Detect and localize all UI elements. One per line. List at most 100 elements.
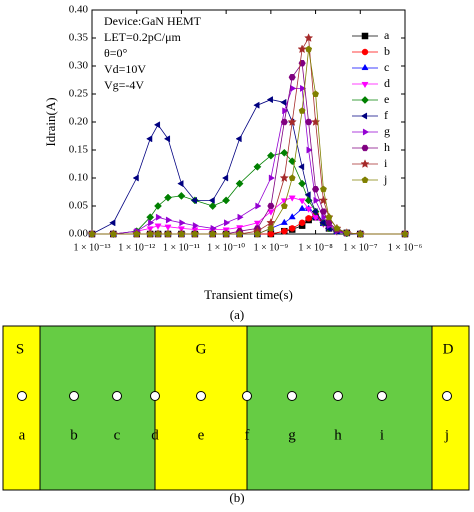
point-label: b: [70, 427, 78, 443]
x-tick-label: 1 × 10⁻⁷: [343, 242, 378, 253]
x-tick-label: 1 × 10⁻¹⁰: [207, 242, 245, 253]
y-tick-label: 0.35: [69, 32, 89, 44]
marker: [288, 157, 297, 166]
marker: [164, 193, 172, 202]
marker: [266, 96, 273, 104]
marker: [313, 196, 320, 204]
drift-region: [246, 325, 433, 491]
marker: [280, 118, 288, 126]
marker: [298, 107, 306, 114]
probe-point: [196, 391, 206, 401]
marker: [155, 213, 163, 221]
marker: [305, 45, 313, 53]
probe-point: [377, 391, 387, 401]
legend-label: c: [384, 60, 389, 74]
marker: [109, 219, 116, 227]
marker: [288, 174, 296, 181]
marker: [253, 220, 261, 227]
source-region: [2, 325, 41, 491]
y-tick-label: 0.20: [69, 116, 89, 128]
marker: [253, 101, 260, 109]
marker: [267, 209, 275, 216]
y-axis-title: Idrain(A): [43, 97, 58, 146]
legend-label: b: [384, 44, 390, 58]
marker: [268, 174, 276, 182]
point-label: d: [151, 427, 159, 443]
probe-point: [287, 391, 297, 401]
marker: [356, 230, 364, 237]
point-label: h: [334, 427, 342, 443]
legend-label: j: [383, 172, 387, 186]
annotation: LET=0.2pC/μm: [104, 30, 182, 44]
marker: [298, 179, 307, 188]
annotation: Vd=10V: [104, 62, 146, 76]
marker: [153, 121, 161, 129]
marker: [222, 196, 231, 205]
marker: [319, 219, 326, 227]
marker: [280, 98, 287, 106]
marker: [320, 185, 327, 193]
marker: [267, 224, 275, 232]
marker: [266, 217, 276, 227]
x-axis-title: Transient time(s): [204, 287, 293, 302]
marker: [179, 219, 186, 227]
marker: [401, 230, 409, 237]
marker: [343, 229, 351, 236]
legend-label: f: [384, 108, 388, 122]
marker: [255, 202, 262, 210]
probe-point: [242, 391, 252, 401]
legend-label: d: [384, 76, 390, 90]
marker: [146, 135, 153, 143]
y-tick-label: 0.40: [69, 4, 89, 16]
x-tick-label: 1 × 10⁻⁹: [254, 242, 289, 253]
marker: [297, 44, 307, 54]
marker: [288, 74, 296, 81]
marker: [361, 63, 369, 71]
point-label: f: [245, 427, 250, 443]
marker: [267, 230, 275, 238]
marker: [253, 162, 262, 171]
probe-point: [442, 391, 452, 401]
marker: [280, 148, 289, 157]
marker: [310, 117, 321, 126]
marker: [312, 186, 320, 193]
marker: [318, 195, 329, 205]
marker: [361, 32, 369, 40]
point-label: e: [198, 427, 205, 443]
marker: [209, 230, 217, 237]
panel-label: (a): [230, 307, 244, 322]
marker: [237, 213, 244, 221]
chart: 0.00 0.05 0.10 0.15 0.20 0.25 0.30 0.35 0.40 1 × …: [43, 4, 423, 302]
marker: [222, 230, 230, 237]
marker: [177, 180, 184, 188]
marker: [321, 213, 328, 221]
annotation: Vg=-4V: [104, 78, 144, 92]
y-tick-label: 0.10: [69, 172, 89, 184]
marker: [360, 159, 370, 168]
probe-point: [17, 391, 27, 401]
point-label: g: [288, 427, 296, 443]
marker: [146, 230, 154, 237]
probe-point: [333, 391, 343, 401]
x-tick-label: 1 × 10⁻¹³: [74, 242, 111, 253]
marker: [148, 219, 155, 227]
marker: [311, 208, 318, 216]
marker: [192, 222, 200, 230]
marker: [224, 219, 231, 227]
marker: [361, 144, 369, 152]
marker: [154, 223, 162, 230]
marker: [146, 213, 155, 222]
marker: [280, 218, 288, 225]
marker: [305, 206, 313, 213]
probe-point: [150, 391, 160, 401]
marker: [266, 151, 275, 160]
region-label: D: [443, 341, 454, 357]
marker: [281, 227, 288, 235]
y-tick-label: 0.00: [69, 228, 89, 240]
legend-label: a: [384, 28, 390, 42]
marker: [236, 230, 243, 237]
probe-point: [69, 391, 79, 401]
marker: [208, 202, 217, 210]
marker: [361, 176, 369, 183]
